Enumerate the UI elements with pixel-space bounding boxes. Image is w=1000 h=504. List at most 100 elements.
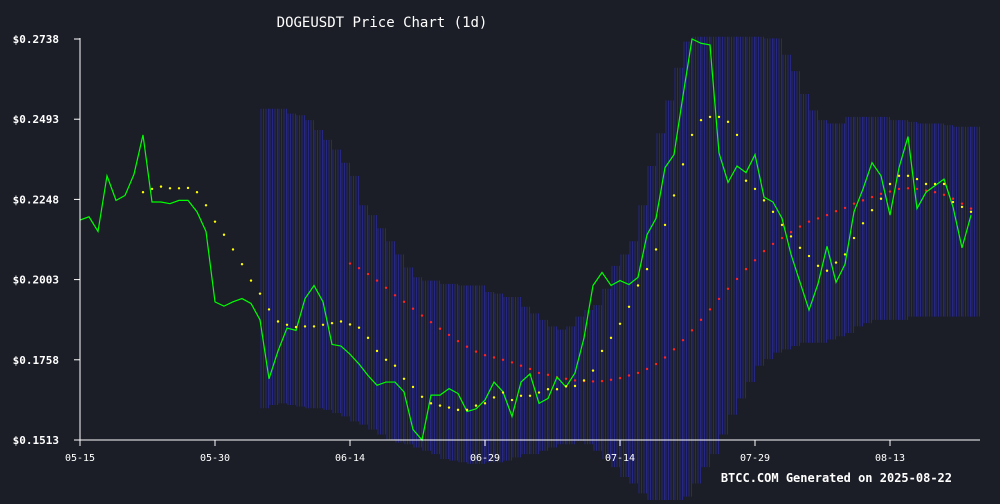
ma-point (708, 308, 712, 311)
ma-point (474, 350, 478, 353)
sar-point (591, 369, 595, 372)
ma-point (663, 356, 667, 359)
sar-point (231, 248, 235, 251)
ma-point (357, 266, 361, 270)
band-column (539, 319, 548, 451)
band-column (890, 120, 899, 320)
sar-point (771, 210, 775, 214)
band-column (647, 166, 656, 504)
ma-point (915, 187, 919, 191)
x-axis-ticks: 05-15 05-30 06-14 06-29 07-14 07-29 08-13 (65, 440, 905, 464)
band-column (377, 228, 386, 435)
band-column (872, 116, 881, 320)
band-column (917, 123, 926, 317)
sar-point (618, 322, 622, 325)
sar-point (726, 120, 730, 124)
ma-point (456, 339, 460, 343)
band-column (593, 305, 602, 451)
band-column (935, 123, 944, 317)
ma-point (942, 193, 946, 197)
band-column (737, 36, 746, 399)
band-column (458, 285, 467, 463)
ma-point (762, 249, 766, 253)
y-tick-label: $0.2248 (13, 193, 59, 206)
band-column (467, 285, 476, 464)
ma-point (699, 318, 703, 322)
sar-point (240, 263, 244, 266)
ma-point (870, 195, 874, 199)
ma-point (681, 338, 685, 342)
y-axis-ticks: $0.2738 $0.2493 $0.2248 $0.2003 $0.1758 $0.15… (13, 33, 80, 447)
band-column (926, 123, 935, 317)
ma-point (438, 327, 442, 330)
sar-point (762, 199, 766, 202)
sar-point (960, 205, 964, 209)
y-tick-label: $0.1513 (13, 434, 59, 447)
sar-point (564, 385, 568, 388)
sar-point (519, 394, 523, 398)
ma-point (753, 259, 757, 262)
sar-point (429, 402, 433, 405)
band-column (512, 296, 521, 458)
sar-point (285, 323, 289, 326)
ma-point (501, 358, 505, 361)
y-tick-label: $0.2003 (13, 274, 59, 287)
sar-point (573, 384, 577, 388)
band-column (818, 120, 827, 343)
sar-point (681, 163, 685, 166)
band-column (449, 283, 458, 461)
sar-point (402, 377, 406, 380)
sar-point (807, 254, 811, 258)
sar-point (321, 323, 325, 326)
band-column (836, 123, 845, 337)
sar-point (177, 187, 181, 190)
band-column (944, 125, 953, 317)
band-column (503, 296, 512, 461)
ma-point (510, 361, 514, 364)
x-tick-label: 06-14 (335, 453, 365, 464)
band-column (791, 71, 800, 347)
ma-point (636, 371, 640, 375)
band-column (863, 116, 872, 324)
ma-point (933, 191, 937, 194)
ma-point (366, 272, 370, 276)
ma-point (393, 294, 397, 297)
ma-point (483, 354, 487, 357)
band-column (341, 162, 350, 417)
sar-point (249, 279, 253, 282)
band-column (602, 288, 611, 459)
band-column (476, 285, 485, 464)
sar-point (186, 186, 190, 190)
ma-point (960, 202, 964, 205)
band-column (701, 36, 710, 468)
sar-point (204, 204, 208, 207)
ma-point (573, 379, 577, 382)
sar-point (744, 179, 748, 182)
ma-point (654, 362, 658, 366)
x-tick-label: 06-29 (470, 453, 500, 464)
sar-point (672, 194, 676, 197)
ma-point (546, 373, 550, 377)
band-column (719, 36, 728, 435)
band-column (386, 241, 395, 440)
ma-point (879, 192, 883, 196)
ma-point (429, 320, 433, 324)
sar-point (492, 396, 496, 399)
sar-point (690, 133, 694, 137)
sar-point (330, 321, 334, 325)
sar-point (276, 320, 280, 323)
band-column (674, 67, 683, 504)
sar-point (942, 182, 946, 186)
x-tick-label: 07-14 (605, 453, 635, 464)
sar-point (456, 408, 460, 412)
band-column (314, 130, 323, 409)
sar-point (951, 200, 955, 204)
sar-point (843, 253, 847, 256)
ma-point (717, 297, 721, 301)
sar-point (816, 264, 820, 268)
sar-point (888, 182, 892, 186)
sar-point (510, 398, 514, 402)
x-tick-label: 05-15 (65, 453, 95, 464)
ma-point (420, 314, 424, 317)
